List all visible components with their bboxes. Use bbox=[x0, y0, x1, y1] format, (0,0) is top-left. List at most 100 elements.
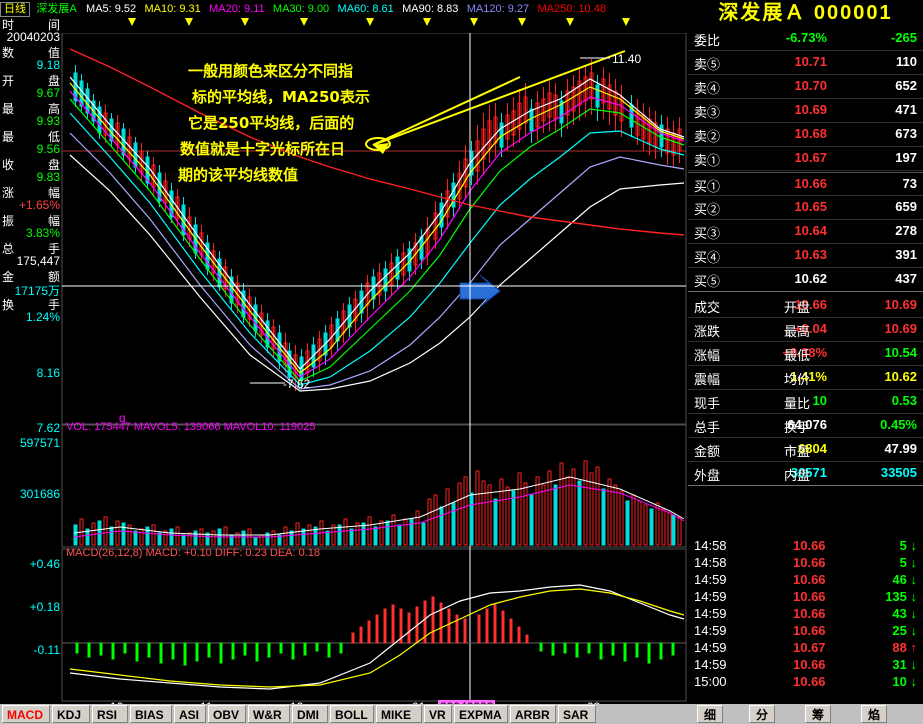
rtab-flame[interactable]: 焰 bbox=[861, 705, 888, 723]
quote-price-bid5: 10.62 bbox=[794, 271, 827, 286]
stat-mid-totalvol: 64,076 bbox=[787, 417, 827, 432]
quote-qty-bid3: 278 bbox=[895, 223, 917, 238]
quote-qty-bid2: 659 bbox=[895, 199, 917, 214]
info-label-vol2: 手 bbox=[47, 242, 60, 256]
quote-price-bid2: 10.65 bbox=[794, 199, 827, 214]
stat-row-amplitude: 震幅 1.41% 均价 10.62 bbox=[688, 366, 923, 390]
tab-vr[interactable]: VR bbox=[424, 705, 452, 723]
macd-header: MACD(26,12,8) MACD: +0.10 DIFF: 0.23 DEA… bbox=[66, 547, 321, 559]
stat-key-deal: 成交 bbox=[694, 300, 721, 315]
quote-price-bid1: 10.66 bbox=[794, 176, 827, 191]
stat-key-totalvol: 总手 bbox=[694, 420, 721, 435]
stat-key-low: 最低 bbox=[784, 348, 811, 363]
tick-row: 14:59 10.66 25 ↓ bbox=[688, 622, 923, 639]
tick-time: 14:59 bbox=[694, 589, 727, 604]
volume-bars bbox=[73, 460, 685, 546]
tick-time: 15:00 bbox=[694, 674, 727, 689]
quote-key-bid5: 买⑤ bbox=[694, 274, 721, 289]
tab-sar[interactable]: SAR bbox=[558, 705, 596, 723]
macd-axis-tick-1: +0.46 bbox=[29, 557, 60, 571]
tab-arbr[interactable]: ARBR bbox=[510, 705, 556, 723]
quote-qty-ask4: 652 bbox=[895, 78, 917, 93]
tick-row: 14:59 10.66 135 ↓ bbox=[688, 588, 923, 605]
info-label-close2: 盘 bbox=[47, 158, 60, 172]
stat-key-outer: 外盘 bbox=[694, 468, 721, 483]
tab-bias[interactable]: BIAS bbox=[130, 705, 172, 723]
stat-mid-change: +0.04 bbox=[794, 321, 827, 336]
quote-key-ask2: 卖② bbox=[694, 129, 721, 144]
stat-row-change: 涨跌 +0.04 最高 10.69 bbox=[688, 318, 923, 342]
stat-mid-amount: 6804 bbox=[798, 441, 827, 456]
info-label-change2: 幅 bbox=[47, 186, 60, 200]
chart-pane: 日线 深发展A MA5: 9.52 MA10: 9.31 MA20: 9.11 … bbox=[0, 0, 687, 724]
tab-kdj[interactable]: KDJ bbox=[52, 705, 90, 723]
cursor-marker-q: q bbox=[119, 411, 126, 425]
stat-key-avgprice: 均价 bbox=[784, 372, 811, 387]
info-value-high: 9.93 bbox=[36, 114, 60, 128]
annotation-arrow bbox=[372, 50, 626, 154]
quote-qty-bid5: 437 bbox=[895, 271, 917, 286]
tab-mike[interactable]: MIKE bbox=[376, 705, 422, 723]
info-value-low: 9.56 bbox=[36, 142, 60, 156]
tick-row: 14:59 10.66 43 ↓ bbox=[688, 605, 923, 622]
info-label-high2: 高 bbox=[47, 102, 60, 116]
stat-val-avgprice: 10.62 bbox=[884, 369, 917, 384]
tab-boll[interactable]: BOLL bbox=[330, 705, 374, 723]
info-label-turnover: 换 bbox=[2, 298, 15, 312]
tab-wr[interactable]: W&R bbox=[248, 705, 290, 723]
tick-row: 14:58 10.66 5 ↓ bbox=[688, 537, 923, 554]
stat-key-pe: 市盈 bbox=[784, 444, 811, 459]
tick-qty: 88 ↑ bbox=[892, 640, 917, 655]
chart-toolbar: 日线 深发展A MA5: 9.52 MA10: 9.31 MA20: 9.11 … bbox=[0, 0, 687, 17]
quote-qty-bid4: 391 bbox=[895, 247, 917, 262]
rtab-chips[interactable]: 筹 bbox=[805, 705, 832, 723]
stat-val-inner: 33505 bbox=[880, 465, 917, 480]
tab-asi[interactable]: ASI bbox=[174, 705, 206, 723]
tick-row: 14:58 10.66 5 ↓ bbox=[688, 554, 923, 571]
info-label-amount: 金 bbox=[2, 270, 15, 284]
stat-row-amount: 金额 6804 市盈 47.99 bbox=[688, 438, 923, 462]
quote-qty-ask2: 673 bbox=[895, 126, 917, 141]
quote-qty-ask5: 110 bbox=[896, 54, 917, 69]
ma60-label: MA60: 8.61 bbox=[337, 3, 394, 15]
tick-price: 10.66 bbox=[793, 589, 826, 604]
stat-key-open: 开盘 bbox=[784, 300, 811, 315]
period-button[interactable]: 日线 bbox=[0, 2, 30, 17]
cursor-pointer-arrow bbox=[459, 274, 501, 308]
quote-row-bid2: 买② 10.65 659 bbox=[688, 196, 923, 220]
tick-qty: 25 ↓ bbox=[892, 623, 917, 638]
tab-expma[interactable]: EXPMA bbox=[454, 705, 508, 723]
info-value-amount: 17175万 bbox=[14, 284, 60, 298]
tick-time: 14:59 bbox=[694, 572, 727, 587]
tick-row: 14:59 10.66 46 ↓ bbox=[688, 571, 923, 588]
stat-mid-outer: 30571 bbox=[790, 465, 827, 480]
stat-row-totalvol: 总手 64,076 换手 0.45% bbox=[688, 414, 923, 438]
info-value-time-unit: 间 bbox=[47, 18, 60, 32]
tick-time: 14:59 bbox=[694, 657, 727, 672]
tab-obv[interactable]: OBV bbox=[208, 705, 246, 723]
quote-key-ask5: 卖⑤ bbox=[694, 57, 721, 72]
rtab-detail[interactable]: 细 bbox=[697, 705, 724, 723]
quote-row-ask5: 卖⑤ 10.71 110 bbox=[688, 51, 923, 75]
quote-row-weibi: 委比 -6.73% -265 bbox=[688, 27, 923, 51]
price-chart-svg[interactable] bbox=[0, 33, 687, 723]
info-label-open2: 盘 bbox=[47, 74, 60, 88]
tab-dmi[interactable]: DMI bbox=[292, 705, 328, 723]
ma20-label: MA20: 9.11 bbox=[209, 3, 265, 15]
tab-macd[interactable]: MACD bbox=[2, 705, 50, 723]
annotation-line-4: 数值就是十字光标所在日 bbox=[180, 140, 346, 158]
quote-key-bid2: 买② bbox=[694, 202, 721, 217]
tick-time: 14:58 bbox=[694, 555, 727, 570]
stat-key-amplitude: 震幅 bbox=[694, 372, 721, 387]
tick-time: 14:59 bbox=[694, 623, 727, 638]
stock-name-label: 深发展A bbox=[36, 3, 77, 15]
info-label-amp: 振 bbox=[2, 214, 15, 228]
tab-rsi[interactable]: RSI bbox=[92, 705, 128, 723]
quote-key-ask1: 卖① bbox=[694, 153, 721, 168]
tick-qty: 5 ↓ bbox=[899, 555, 917, 570]
info-value-change: +1.65% bbox=[18, 198, 60, 212]
rtab-analysis[interactable]: 分 bbox=[749, 705, 776, 723]
ma120-label: MA120: 9.27 bbox=[466, 3, 530, 15]
tick-qty: 43 ↓ bbox=[892, 606, 917, 621]
tick-price: 10.66 bbox=[793, 674, 826, 689]
